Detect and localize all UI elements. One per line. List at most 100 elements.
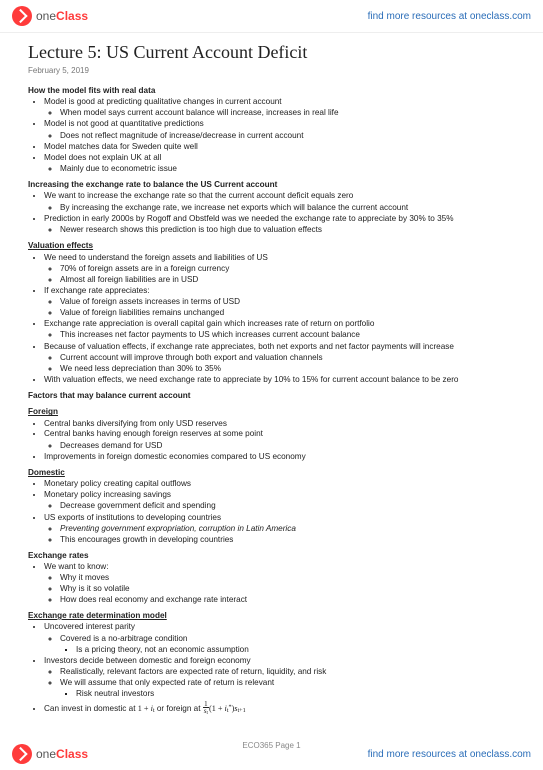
list-item: Improvements in foreign domestic economi… [44, 452, 515, 462]
list-item: We need less depreciation than 30% to 35… [60, 364, 515, 374]
bullet-list: Covered is a no-arbitrage condition Is a … [44, 634, 515, 656]
list-item-text: Model is good at predicting qualitative … [44, 97, 282, 106]
list-item-text: Current account will improve through bot… [60, 353, 323, 362]
bullet-list: Preventing government expropriation, cor… [44, 524, 515, 545]
list-item: 70% of foreign assets are in a foreign c… [60, 264, 515, 274]
list-item: Realistically, relevant factors are expe… [60, 667, 515, 677]
list-item: Model does not explain UK at all Mainly d… [44, 153, 515, 175]
list-item: Investors decide between domestic and fo… [44, 656, 515, 700]
bullet-list: Newer research shows this prediction is … [44, 225, 515, 235]
section-heading: Exchange rates [28, 551, 515, 561]
section-heading: Increasing the exchange rate to balance … [28, 180, 515, 190]
list-item: Model matches data for Sweden quite well [44, 142, 515, 152]
list-item-text: US exports of institutions to developing… [44, 513, 221, 522]
list-item: Value of foreign assets increases in ter… [60, 297, 515, 307]
search-link-top[interactable]: find more resources at oneclass.com [368, 11, 531, 22]
list-item-text: This increases net factor payments to US… [60, 330, 360, 339]
list-item: Newer research shows this prediction is … [60, 225, 515, 235]
list-item-text: 70% of foreign assets are in a foreign c… [60, 264, 229, 273]
list-item-text: Because of valuation effects, if exchang… [44, 342, 454, 351]
brand-part-b: Class [56, 747, 88, 761]
bullet-list: Why it moves Why is it so volatile How doe… [44, 573, 515, 605]
bullet-list: This increases net factor payments to US… [44, 330, 515, 340]
list-item: Prediction in early 2000s by Rogoff and … [44, 214, 515, 236]
list-item-text: Almost all foreign liabilities are in US… [60, 275, 198, 284]
formula-foreign: 1st(1 + it*)st+1 [203, 704, 246, 713]
list-item: Covered is a no-arbitrage condition Is a … [60, 634, 515, 656]
list-item-text: We need less depreciation than 30% to 35… [60, 364, 221, 373]
list-item-text: Central banks having enough foreign rese… [44, 429, 263, 438]
bullet-list: We want to know: Why it moves Why is it so… [28, 562, 515, 605]
list-item: This encourages growth in developing cou… [60, 535, 515, 545]
list-item: We want to increase the exchange rate so… [44, 191, 515, 213]
logo-icon [12, 744, 32, 764]
list-item-text: Mainly due to econometric issue [60, 164, 177, 173]
brand-part-a: one [36, 747, 56, 761]
top-header: oneClass find more resources at oneclass… [0, 0, 543, 33]
list-item: If exchange rate appreciates: Value of fo… [44, 286, 515, 318]
list-item: Decrease government deficit and spending [60, 501, 515, 511]
list-item-text: Model does not explain UK at all [44, 153, 161, 162]
list-item-text: Monetary policy increasing savings [44, 490, 171, 499]
list-item: Monetary policy creating capital outflow… [44, 479, 515, 489]
list-item-text: Improvements in foreign domestic economi… [44, 452, 306, 461]
list-item: Uncovered interest parity Covered is a no… [44, 622, 515, 655]
list-item: Almost all foreign liabilities are in US… [60, 275, 515, 285]
brand-part-b: Class [56, 9, 88, 23]
bullet-list: Value of foreign assets increases in ter… [44, 297, 515, 318]
formula-domestic: 1 + it [138, 704, 155, 713]
list-item: Because of valuation effects, if exchang… [44, 342, 515, 374]
list-item-text: Exchange rate appreciation is overall ca… [44, 319, 374, 328]
list-item-text: Is a pricing theory, not an economic ass… [76, 645, 249, 654]
list-item: Value of foreign liabilities remains unc… [60, 308, 515, 318]
bottom-footer: oneClass find more resources at oneclass… [0, 744, 543, 764]
lecture-title: Lecture 5: US Current Account Deficit [28, 41, 515, 64]
list-item: Central banks having enough foreign rese… [44, 429, 515, 451]
list-item-text: Monetary policy creating capital outflow… [44, 479, 191, 488]
list-item-text: Why is it so volatile [60, 584, 130, 593]
list-item: Central banks diversifying from only USD… [44, 419, 515, 429]
section-heading: Valuation effects [28, 241, 515, 251]
list-item-text: Why it moves [60, 573, 109, 582]
list-item: Model is not good at quantitative predic… [44, 119, 515, 141]
list-item-text: By increasing the exchange rate, we incr… [60, 203, 408, 212]
list-item-text: Covered is a no-arbitrage condition [60, 634, 187, 643]
list-item-text: Value of foreign assets increases in ter… [60, 297, 240, 306]
bullet-list: Monetary policy creating capital outflow… [28, 479, 515, 545]
list-item-text: Uncovered interest parity [44, 622, 135, 631]
section-heading: Foreign [28, 407, 515, 417]
list-item-text: We will assume that only expected rate o… [60, 678, 274, 687]
lecture-date: February 5, 2019 [28, 66, 515, 76]
list-item: We will assume that only expected rate o… [60, 678, 515, 700]
list-item-text: This encourages growth in developing cou… [60, 535, 233, 544]
list-item-text: Decrease government deficit and spending [60, 501, 216, 510]
list-item: We need to understand the foreign assets… [44, 253, 515, 285]
list-item-text: We want to know: [44, 562, 108, 571]
list-item: Current account will improve through bot… [60, 353, 515, 363]
brand-logo-footer: oneClass [12, 744, 88, 764]
bullet-list: Decrease government deficit and spending [44, 501, 515, 511]
bullet-list: Central banks diversifying from only USD… [28, 419, 515, 463]
section-heading: How the model fits with real data [28, 86, 515, 96]
list-item-text: If exchange rate appreciates: [44, 286, 150, 295]
list-item-text: Model matches data for Sweden quite well [44, 142, 198, 151]
brand-name-footer: oneClass [36, 747, 88, 761]
list-item: Decreases demand for USD [60, 441, 515, 451]
bullet-list: We need to understand the foreign assets… [28, 253, 515, 386]
bullet-list: Can invest in domestic at 1 + it or fore… [28, 701, 515, 717]
list-item: How does real economy and exchange rate … [60, 595, 515, 605]
section-heading: Factors that may balance current account [28, 391, 515, 401]
list-item: Is a pricing theory, not an economic ass… [76, 645, 515, 655]
notes-content: How the model fits with real dataModel i… [28, 86, 515, 717]
bullet-list: Realistically, relevant factors are expe… [44, 667, 515, 699]
search-link-bottom[interactable]: find more resources at oneclass.com [368, 749, 531, 760]
list-item-text: Prediction in early 2000s by Rogoff and … [44, 214, 454, 223]
list-item: By increasing the exchange rate, we incr… [60, 203, 515, 213]
list-item-text: With valuation effects, we need exchange… [44, 375, 458, 384]
list-item-text: Can invest in domestic at [44, 704, 138, 713]
list-item: With valuation effects, we need exchange… [44, 375, 515, 385]
bullet-list: Does not reflect magnitude of increase/d… [44, 131, 515, 141]
brand-logo: oneClass [12, 6, 88, 26]
list-item-text: Realistically, relevant factors are expe… [60, 667, 326, 676]
list-item-text: We want to increase the exchange rate so… [44, 191, 353, 200]
